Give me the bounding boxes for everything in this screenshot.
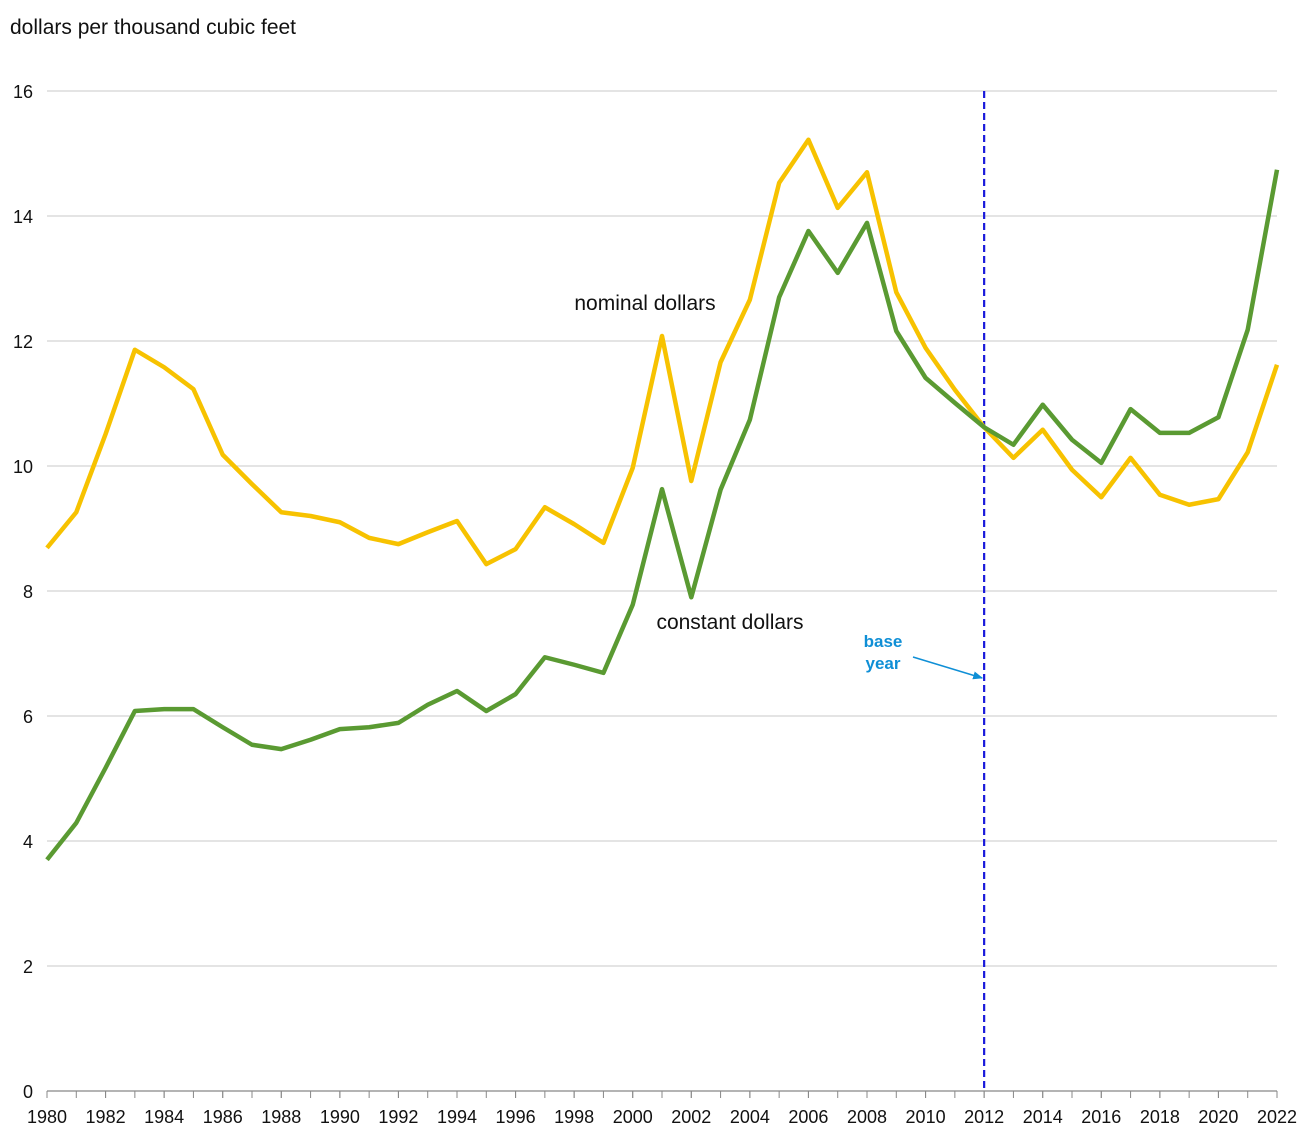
base-year-label: year xyxy=(866,654,901,673)
x-tick-label: 2012 xyxy=(964,1107,1004,1127)
x-tick-label: 1984 xyxy=(144,1107,184,1127)
x-tick-label: 1998 xyxy=(554,1107,594,1127)
x-tick-label: 2004 xyxy=(730,1107,770,1127)
base-year-arrow xyxy=(912,656,984,680)
x-tick-label: 2002 xyxy=(671,1107,711,1127)
y-tick-label: 6 xyxy=(23,707,33,727)
y-tick-label: 2 xyxy=(23,957,33,977)
x-tick-label: 1992 xyxy=(378,1107,418,1127)
x-tick-label: 2010 xyxy=(906,1107,946,1127)
x-tick-label: 2008 xyxy=(847,1107,887,1127)
series-label: nominal dollars xyxy=(574,292,715,315)
x-tick-label: 2020 xyxy=(1198,1107,1238,1127)
y-tick-label: 10 xyxy=(13,457,33,477)
y-tick-label: 16 xyxy=(13,82,33,102)
y-tick-label: 14 xyxy=(13,207,33,227)
series-line xyxy=(45,169,1280,862)
x-tick-label: 1994 xyxy=(437,1107,477,1127)
x-tick-label: 1980 xyxy=(27,1107,67,1127)
x-tick-label: 1986 xyxy=(203,1107,243,1127)
y-axis-label: dollars per thousand cubic feet xyxy=(10,16,296,39)
base-year-label: base xyxy=(864,632,903,651)
x-tick-label: 1988 xyxy=(261,1107,301,1127)
y-tick-label: 12 xyxy=(13,332,33,352)
x-tick-label: 1982 xyxy=(86,1107,126,1127)
y-tick-label: 0 xyxy=(23,1082,33,1102)
series-label: constant dollars xyxy=(656,611,803,634)
series-line xyxy=(45,137,1280,567)
y-tick-label: 4 xyxy=(23,832,33,852)
y-tick-label: 8 xyxy=(23,582,33,602)
x-tick-label: 2018 xyxy=(1140,1107,1180,1127)
x-tick-label: 1996 xyxy=(496,1107,536,1127)
x-tick-label: 1990 xyxy=(320,1107,360,1127)
x-tick-label: 2000 xyxy=(613,1107,653,1127)
x-tick-label: 2014 xyxy=(1023,1107,1063,1127)
x-tick-label: 2016 xyxy=(1081,1107,1121,1127)
x-tick-label: 2022 xyxy=(1257,1107,1297,1127)
x-tick-label: 2006 xyxy=(788,1107,828,1127)
